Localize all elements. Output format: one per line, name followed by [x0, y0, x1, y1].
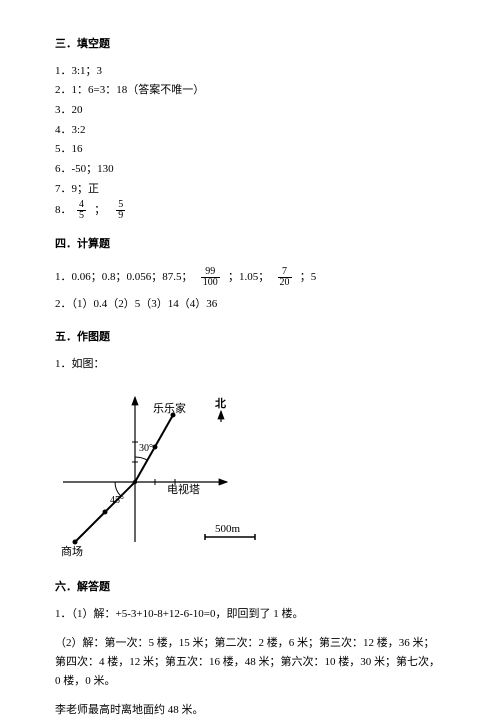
s3-l6: 6．-50；130: [55, 160, 445, 179]
frac-n: 5: [116, 200, 125, 211]
s4-q1-a: 1．0.06；0.8；0.056；87.5；: [55, 271, 193, 283]
s6-q2: （2）解：第一次：5 楼，15 米；第二次：2 楼，6 米；第三次：12 楼，3…: [55, 634, 445, 690]
s4-q1-f2: 7 20: [278, 267, 292, 288]
s4-q1: 1．0.06；0.8；0.056；87.5； 99 100 ；1.05； 7 2…: [55, 267, 445, 288]
label-bei: 北: [215, 396, 226, 410]
s6-q1: 1．（1）解：+5-3+10-8+12-6-10=0，即回到了 1 楼。: [55, 605, 445, 624]
s4-q2: 2．（1）0.4（2）5（3）14（4）36: [55, 295, 445, 314]
frac-d: 20: [278, 278, 292, 288]
s4-q1-f1: 99 100: [201, 267, 220, 288]
s3-l8-sep: ；: [94, 204, 105, 216]
s5-q1: 1．如图：: [55, 355, 445, 374]
s6-q3: 李老师最高时离地面约 48 米。: [55, 701, 445, 720]
frac-n: 4: [77, 200, 86, 211]
s3-l7: 7．9；正: [55, 180, 445, 199]
s3-l1: 1．3:1；3: [55, 62, 445, 81]
section6-title: 六．解答题: [55, 578, 445, 597]
section5-title: 五．作图题: [55, 328, 445, 347]
label-scale: 500m: [215, 523, 241, 535]
arc-30: [135, 457, 148, 460]
frac-d: 9: [116, 211, 125, 221]
label-30: 30°: [139, 443, 153, 454]
label-tvtower: 电视塔: [167, 482, 200, 496]
s3-l8-frac1: 4 5: [77, 200, 86, 221]
s3-l8: 8． 4 5 ； 5 9: [55, 200, 445, 221]
s3-l8-prefix: 8．: [55, 204, 72, 216]
s3-l4: 4．3:2: [55, 121, 445, 140]
frac-d: 100: [201, 278, 220, 288]
section4-title: 四．计算题: [55, 235, 445, 254]
s3-l5: 5．16: [55, 140, 445, 159]
s3-l8-frac2: 5 9: [116, 200, 125, 221]
frac-d: 5: [77, 211, 86, 221]
s4-q1-b: ；1.05；: [228, 271, 269, 283]
coordinate-diagram: 乐乐家 北 30° 电视塔 45° 商场 500m: [55, 387, 445, 564]
s3-l3: 3．20: [55, 101, 445, 120]
s4-q1-c: ；5: [300, 271, 317, 283]
label-market: 商场: [61, 544, 83, 557]
section3-title: 三．填空题: [55, 35, 445, 54]
s3-l2: 2．1：6=3：18（答案不唯一）: [55, 81, 445, 100]
label-lelejia: 乐乐家: [153, 401, 186, 415]
label-45: 45°: [110, 495, 124, 506]
